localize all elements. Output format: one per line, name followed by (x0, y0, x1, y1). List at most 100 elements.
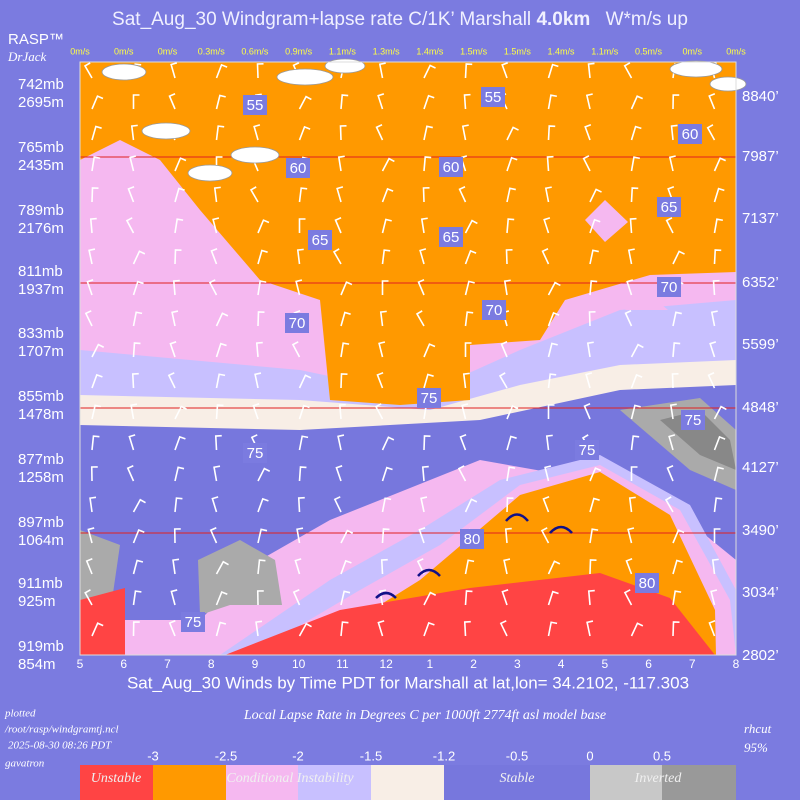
wind-barb (709, 341, 717, 358)
wind-barb (713, 187, 725, 203)
wind-barb (340, 621, 349, 637)
wind-barb (588, 310, 596, 327)
wind-barb (125, 217, 135, 234)
wind-barb (587, 62, 595, 79)
unstable-region (225, 573, 715, 655)
altitude-m-label: 1064m (18, 532, 64, 549)
wind-barb (713, 405, 727, 420)
altitude-m-label: 925m (18, 593, 56, 610)
altitude-m-label: 854m (18, 656, 56, 673)
wind-barb (423, 621, 435, 637)
wind-barb (463, 93, 471, 110)
wind-barb (665, 217, 674, 234)
contour-label-box (681, 410, 705, 430)
wind-barb (215, 94, 226, 110)
wind-barb (86, 279, 94, 296)
wind-barb (668, 155, 676, 172)
title-bold: 4.0km (536, 9, 590, 30)
contour-label: 65 (661, 199, 678, 216)
wind-barb (129, 155, 137, 172)
legend-label: Unstable (91, 771, 142, 786)
contour-label: 75 (685, 412, 702, 429)
wind-barb (174, 405, 188, 420)
wind-barb (253, 124, 261, 141)
wind-barb (255, 620, 263, 637)
altitude-ft-label: 4848’ (742, 399, 779, 416)
wind-barb (672, 529, 685, 544)
wstar-label: 1.1m/s (591, 46, 619, 56)
wind-barb (255, 341, 263, 358)
wind-barb (547, 590, 559, 606)
pressure-label: 855mb (18, 388, 64, 405)
wind-barb (464, 311, 474, 327)
cloud (709, 76, 747, 92)
wind-barb (168, 93, 176, 110)
wstar-label: 1.4m/s (416, 46, 444, 56)
wind-barb (582, 155, 591, 172)
wind-barb (172, 279, 180, 296)
wind-barb (298, 218, 306, 233)
wind-barb (374, 403, 384, 420)
x-tick-label: 1 (427, 657, 434, 671)
wind-barb (257, 497, 269, 513)
cloud (324, 58, 366, 74)
wind-barb (457, 465, 467, 482)
wind-barb (503, 279, 511, 296)
contour-label: 75 (579, 442, 596, 459)
wind-barb (589, 528, 599, 544)
wind-barb (713, 157, 727, 172)
wind-barb (174, 187, 185, 203)
wind-barb (547, 125, 556, 141)
wind-barb (174, 157, 187, 172)
wind-barb (298, 466, 307, 482)
brand: RASP™ (8, 31, 64, 48)
wind-barb (84, 589, 93, 606)
wind-barb (257, 311, 265, 327)
wind-barb (670, 124, 678, 141)
x-tick-label: 7 (689, 657, 696, 671)
wind-barb (672, 590, 682, 606)
wind-barb (91, 156, 101, 172)
wind-barb (666, 465, 674, 482)
wind-barb (215, 342, 227, 358)
wind-barb (506, 218, 515, 234)
wind-barb (167, 372, 176, 389)
wind-barb (332, 248, 342, 265)
wind-barb (547, 63, 559, 79)
legend-swatch (662, 765, 736, 800)
wstar-label: 1.3m/s (373, 46, 401, 56)
brand-sub: DrJack (7, 49, 46, 64)
title: Sat_Aug_30 Windgram+lapse rate C/1K’ Mar… (112, 9, 688, 30)
wind-barb (211, 496, 219, 513)
altitude-m-label: 2695m (18, 94, 64, 111)
wind-barb (540, 527, 550, 544)
pressure-label: 919mb (18, 638, 64, 655)
wstar-label: 0m/s (70, 46, 90, 56)
wind-barb (672, 94, 680, 110)
wind-barb (257, 559, 266, 575)
wind-barb (713, 466, 724, 482)
contour-label: 55 (485, 89, 502, 106)
wind-barb (340, 342, 350, 358)
wind-barb (208, 279, 218, 296)
wind-barb (500, 341, 508, 358)
wind-barb (209, 527, 218, 544)
x-tick-label: 8 (733, 657, 740, 671)
wind-barb (132, 559, 144, 575)
wind-barb (586, 341, 594, 358)
wind-barb (376, 372, 384, 389)
wind-barb (340, 311, 351, 327)
wind-barb (340, 559, 352, 575)
wstar-label: 1.5m/s (460, 46, 488, 56)
wstar-label: 0m/s (726, 46, 746, 56)
wind-barb (381, 187, 394, 203)
wstar-label: 0.6m/s (241, 46, 269, 56)
wind-barb (586, 620, 594, 637)
wind-barb (91, 435, 100, 451)
wind-barb (499, 620, 508, 637)
thermal-arc (549, 525, 573, 534)
wind-barb (215, 373, 226, 389)
contour-label-box (439, 157, 463, 177)
altitude-ft-label: 5599’ (742, 336, 779, 353)
wind-barb (215, 560, 229, 575)
